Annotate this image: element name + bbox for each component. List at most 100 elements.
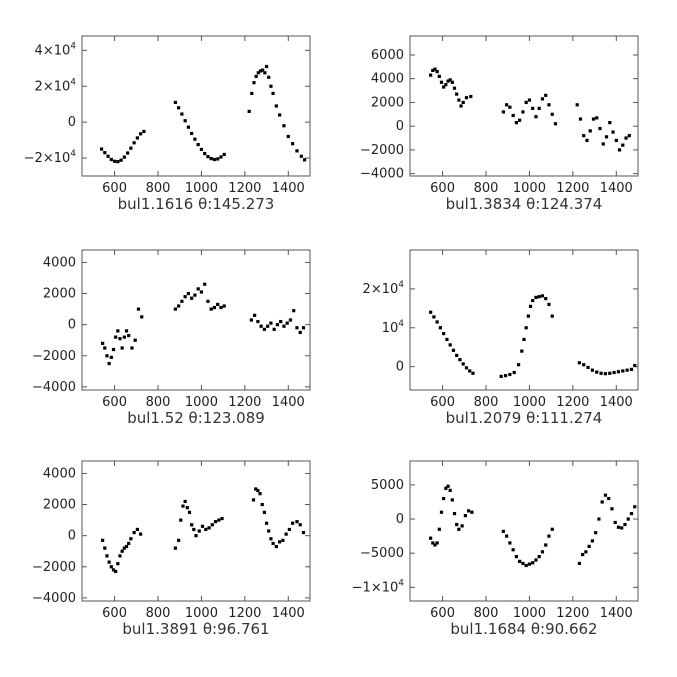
data-point	[114, 335, 118, 339]
data-point	[550, 112, 554, 116]
data-point	[132, 141, 136, 145]
data-point	[282, 124, 286, 128]
data-point	[269, 321, 273, 325]
y-tick-label: −5000	[360, 546, 404, 561]
data-point	[461, 100, 465, 105]
y-tick-label: 0	[68, 115, 76, 130]
data-point	[516, 363, 521, 367]
data-point	[287, 527, 291, 532]
data-point	[537, 106, 541, 110]
data-point	[429, 536, 433, 540]
data-point	[263, 71, 267, 75]
data-point	[629, 367, 634, 371]
plot-frame	[81, 249, 311, 391]
data-point	[101, 538, 105, 542]
data-point	[256, 71, 260, 75]
y-tick-label: −4000	[360, 167, 404, 182]
data-point	[301, 326, 306, 330]
data-point	[262, 327, 266, 331]
data-point	[177, 538, 181, 542]
data-point	[106, 154, 110, 158]
data-point	[99, 147, 104, 151]
data-point	[256, 319, 260, 324]
data-point	[520, 349, 524, 353]
data-point	[627, 134, 631, 138]
data-point	[534, 558, 538, 562]
data-point	[511, 548, 515, 552]
data-point	[269, 537, 273, 541]
data-point	[135, 527, 139, 532]
data-point	[124, 329, 129, 333]
data-point	[206, 299, 210, 303]
data-point	[183, 295, 187, 299]
data-point	[625, 368, 629, 372]
data-point	[112, 159, 117, 163]
x-axis-label: bul1.3891 θ:96.761	[122, 620, 269, 638]
data-point	[603, 493, 608, 497]
data-point	[527, 98, 532, 102]
data-point	[267, 529, 271, 533]
data-point	[129, 146, 133, 150]
data-point	[185, 506, 189, 510]
data-point	[109, 355, 113, 359]
y-tick-label: −2000	[360, 143, 404, 158]
data-point	[183, 499, 187, 504]
data-point	[288, 318, 293, 322]
y-tick-label: 6000	[371, 48, 404, 63]
data-point	[584, 550, 588, 554]
data-point	[173, 307, 177, 311]
data-point	[217, 518, 221, 522]
data-point	[624, 136, 628, 140]
data-point	[278, 113, 282, 117]
data-point	[518, 559, 522, 563]
data-point	[274, 104, 278, 108]
data-point	[302, 158, 307, 162]
y-tick-label: 4000	[43, 466, 76, 481]
x-axis-label: bul1.52 θ:123.089	[127, 409, 265, 427]
data-point	[114, 569, 118, 574]
data-point	[253, 313, 257, 317]
y-tick-label: 2000	[371, 95, 404, 110]
data-point	[446, 484, 450, 488]
data-point	[439, 80, 444, 84]
data-point	[442, 85, 446, 89]
data-point	[429, 310, 433, 314]
data-point	[139, 132, 143, 136]
y-tick-label: 2000	[43, 498, 76, 513]
y-tick-label: 0	[396, 512, 404, 527]
data-point	[470, 510, 474, 514]
data-point	[179, 518, 183, 522]
data-point	[127, 541, 131, 546]
data-point	[251, 498, 256, 502]
data-point	[281, 538, 285, 542]
y-tick-label: −2×104	[24, 149, 77, 166]
data-point	[435, 320, 439, 324]
data-point	[118, 337, 122, 341]
data-point	[432, 315, 436, 319]
data-point	[469, 94, 473, 99]
y-tick-label: 4000	[43, 255, 76, 270]
data-point	[116, 329, 120, 333]
data-point	[448, 78, 452, 82]
x-tick-label: 1400	[600, 181, 633, 196]
data-point	[534, 115, 538, 119]
data-point	[518, 118, 522, 122]
data-point	[611, 130, 615, 134]
data-point	[199, 290, 204, 294]
x-tick-label: 1400	[600, 606, 633, 621]
data-point	[254, 487, 258, 491]
data-point	[455, 353, 459, 357]
data-point	[438, 326, 442, 330]
data-point	[194, 534, 198, 538]
plot-panel: 600 800 1000 1200 1400 6000 4000 2000 0 −2000 −400…	[360, 35, 639, 213]
data-point	[256, 488, 260, 493]
data-point	[595, 370, 599, 374]
x-axis-label: bul1.2079 θ:111.274	[446, 409, 603, 427]
data-point	[437, 527, 441, 531]
plot-panel: 600 800 1000 1200 1400 4000 2000 0 −2000 −4000 bul…	[32, 249, 311, 427]
data-point	[577, 561, 581, 566]
data-point	[200, 524, 205, 528]
data-point	[522, 337, 526, 342]
data-point	[271, 91, 275, 96]
